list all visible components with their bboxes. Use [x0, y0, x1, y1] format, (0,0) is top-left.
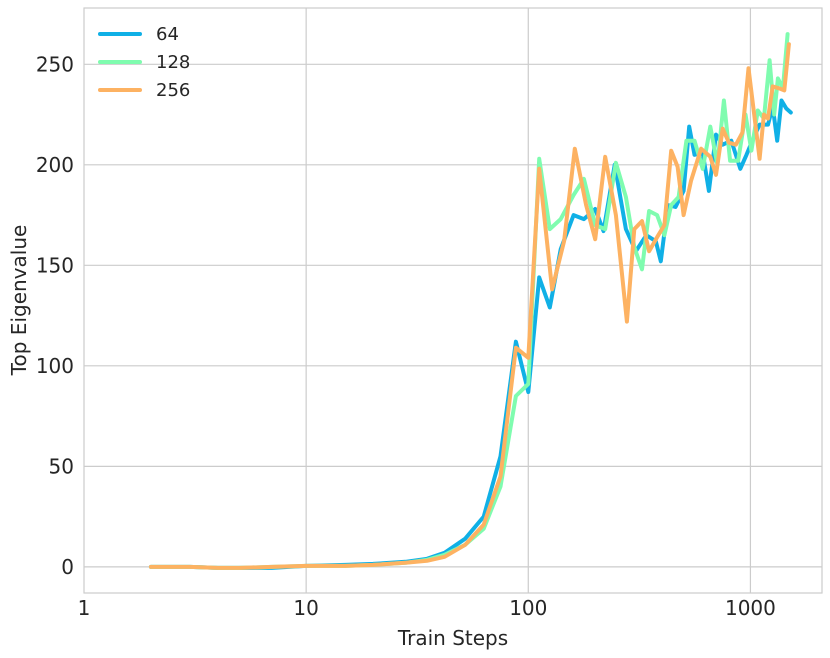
y-tick-label: 100	[36, 354, 74, 378]
x-tick-label: 10	[293, 596, 318, 620]
plot-area	[83, 7, 823, 594]
y-tick-label: 50	[49, 454, 74, 478]
series-lines	[148, 32, 793, 570]
legend: 64 128 256	[98, 24, 190, 101]
series-line-256	[148, 42, 791, 570]
x-tick-labels: 1 10 100 1000	[78, 596, 776, 620]
y-axis-label: Top Eigenvalue	[7, 225, 31, 377]
legend-label: 128	[156, 52, 190, 73]
legend-label: 256	[156, 80, 190, 101]
y-tick-label: 250	[36, 52, 74, 76]
y-tick-label: 150	[36, 253, 74, 277]
x-axis-label: Train Steps	[397, 626, 508, 650]
y-tick-label: 0	[61, 555, 74, 579]
x-tick-label: 100	[509, 596, 547, 620]
x-tick-label: 1000	[725, 596, 776, 620]
y-tick-label: 200	[36, 153, 74, 177]
legend-label: 64	[156, 24, 179, 45]
y-tick-labels: 0 50 100 150 200 250	[36, 52, 74, 579]
x-tick-label: 1	[78, 596, 91, 620]
